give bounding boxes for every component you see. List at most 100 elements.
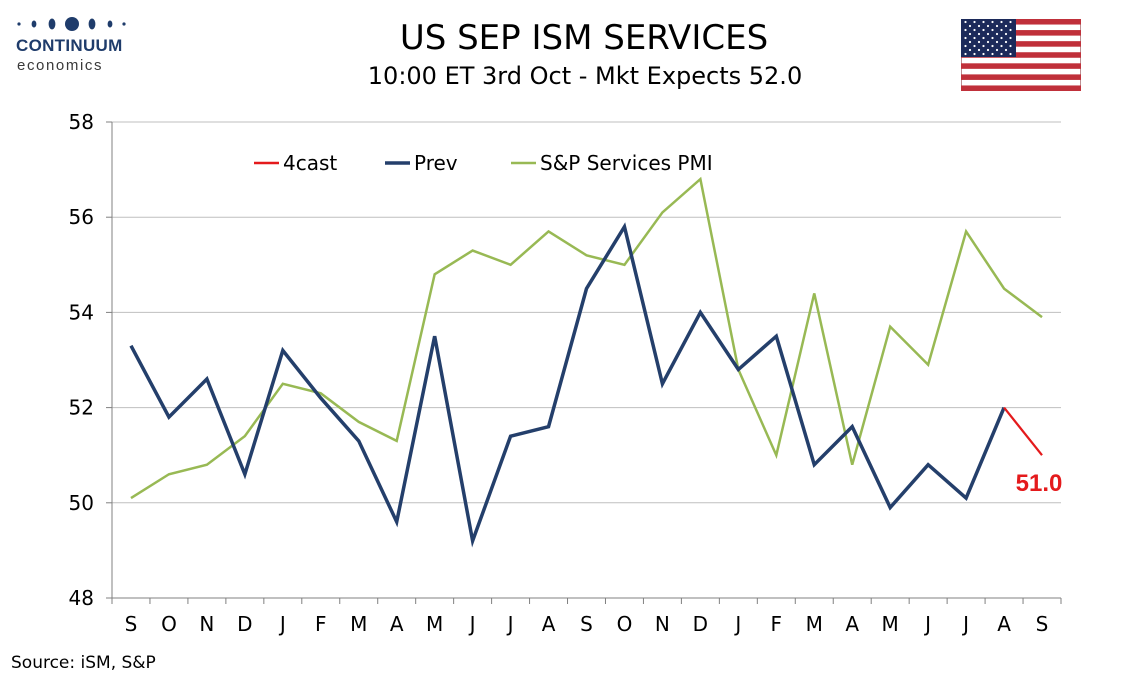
flag-star — [973, 44, 976, 48]
flag-star — [977, 40, 981, 44]
flag-star — [968, 32, 972, 36]
source-note: Source: iSM, S&P — [11, 653, 156, 673]
flag-star — [986, 24, 990, 28]
flag-star — [1009, 20, 1012, 24]
flag-star — [973, 52, 976, 56]
flag-star — [977, 24, 981, 28]
forecast-value-label: 51.0 — [1016, 470, 1063, 497]
x-tick-label: S — [580, 612, 593, 636]
legend-label-4cast: 4cast — [283, 151, 337, 175]
flag-star — [973, 28, 976, 32]
y-tick-label: 50 — [69, 491, 94, 515]
series-line-prev — [129, 222, 1006, 548]
flag-star — [968, 24, 972, 28]
series-lines — [129, 176, 1043, 548]
flag-star — [1004, 48, 1008, 52]
flag-stripe — [961, 41, 1081, 47]
x-tick-label: J — [923, 612, 931, 636]
flag-star — [964, 20, 967, 24]
flag-star — [964, 28, 967, 32]
x-tick-label: O — [161, 612, 177, 636]
x-tick-label: A — [845, 612, 859, 636]
x-tick-label: N — [199, 612, 214, 636]
gridlines — [112, 121, 1061, 504]
series-line-4cast — [1003, 406, 1043, 456]
x-tick-label: J — [961, 612, 969, 636]
flag-star — [991, 44, 994, 48]
flag-star — [991, 28, 994, 32]
flag-star — [968, 40, 972, 44]
flag-star — [977, 32, 981, 36]
flag-star — [1004, 24, 1008, 28]
chart-title: US SEP ISM SERVICES — [399, 18, 769, 58]
flag-star — [982, 52, 985, 56]
series-line-s-p-services-pmi — [130, 176, 1043, 500]
x-tick-label: F — [315, 612, 327, 636]
flag-star — [991, 52, 994, 56]
x-tick-label: M — [882, 612, 899, 636]
flag-star — [977, 48, 981, 52]
continuum-logo: CONTINUUM economics — [14, 14, 134, 76]
x-tick-label: J — [468, 612, 476, 636]
flag-star — [1000, 36, 1003, 40]
flag-star — [991, 36, 994, 40]
x-tick-label: J — [278, 612, 286, 636]
flag-star — [986, 32, 990, 36]
x-tick-label: F — [771, 612, 783, 636]
x-tick-label: D — [693, 612, 708, 636]
y-tick-label: 56 — [69, 205, 94, 229]
x-tick-label: D — [237, 612, 252, 636]
flag-stripe — [961, 19, 1081, 25]
x-tick-label: O — [617, 612, 633, 636]
logo-subtitle: economics — [17, 57, 104, 74]
flag-star — [995, 40, 999, 44]
x-tick-label: J — [506, 612, 514, 636]
flag-star — [1000, 44, 1003, 48]
x-tick-label: N — [655, 612, 670, 636]
flag-star — [1000, 52, 1003, 56]
flag-star — [1004, 32, 1008, 36]
x-tick-label: M — [350, 612, 367, 636]
annotations: 51.0 — [1016, 470, 1063, 497]
flag-stripe — [961, 85, 1081, 91]
flag-star — [982, 36, 985, 40]
us-flag-icon — [961, 19, 1081, 91]
flag-star — [995, 24, 999, 28]
flag-star — [986, 40, 990, 44]
x-tick-label: M — [806, 612, 823, 636]
x-tick-label: S — [125, 612, 138, 636]
flag-stripe — [961, 63, 1081, 69]
flag-star — [1009, 28, 1012, 32]
x-tick-label: J — [733, 612, 741, 636]
flag-star — [986, 48, 990, 52]
flag-star — [982, 44, 985, 48]
flag-stripe — [961, 30, 1081, 36]
flag-stripe — [961, 74, 1081, 80]
flag-star — [964, 52, 967, 56]
flag-star — [964, 36, 967, 40]
flag-star — [1009, 36, 1012, 40]
x-tick-label: M — [426, 612, 443, 636]
flag-star — [973, 36, 976, 40]
flag-star — [968, 48, 972, 52]
legend-label-prev: Prev — [414, 151, 458, 175]
y-tick-label: 58 — [69, 110, 94, 134]
logo-title: CONTINUUM — [16, 36, 123, 55]
x-tick-label: S — [1036, 612, 1049, 636]
flag-star — [991, 20, 994, 24]
flag-star — [982, 20, 985, 24]
flag-star — [1009, 52, 1012, 56]
legend-label-s-p-services-pmi: S&P Services PMI — [540, 151, 713, 175]
x-tick-label: A — [997, 612, 1011, 636]
flag-stripe — [961, 52, 1081, 58]
y-tick-label: 54 — [69, 300, 94, 324]
flag-star — [1009, 44, 1012, 48]
flag-star — [982, 28, 985, 32]
flag-star — [1000, 20, 1003, 24]
chart-subtitle: 10:00 ET 3rd Oct - Mkt Expects 52.0 — [367, 62, 803, 90]
flag-star — [995, 48, 999, 52]
flag-star — [964, 44, 967, 48]
x-tick-label: A — [542, 612, 556, 636]
